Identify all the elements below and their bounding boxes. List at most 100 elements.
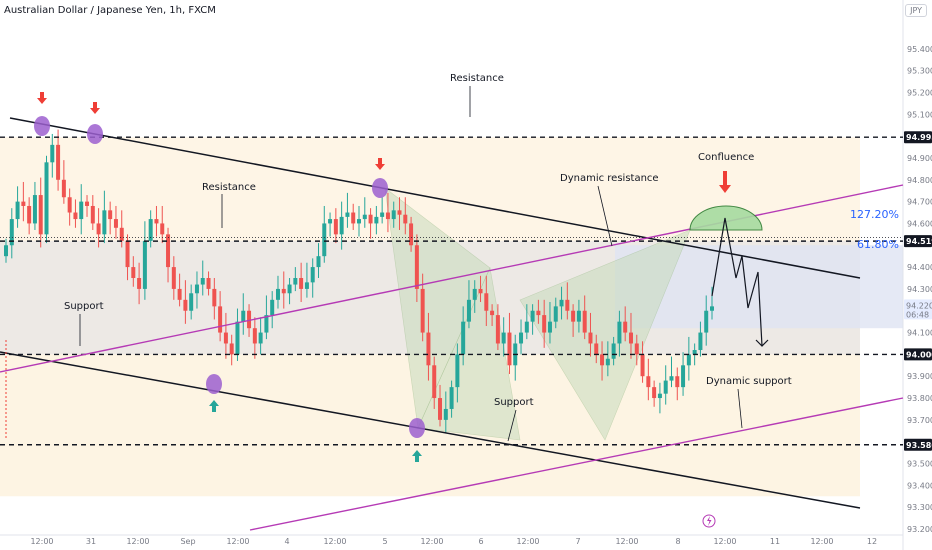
candle-body [507,332,512,366]
candle-body [258,332,263,344]
candle-body [501,332,506,344]
candle-body [495,315,500,344]
x-tick-label: 12:00 [30,537,53,546]
candle-body [137,278,142,289]
projection-arrowhead [755,339,769,347]
y-tick-label: 95.100 [907,110,932,119]
annotation-pointer [597,185,613,247]
candle-body [385,212,390,220]
projection-path [711,217,763,347]
candle-body [44,162,49,235]
candle-body [600,354,605,366]
candle-body [9,219,14,246]
annotation-label: Resistance [450,73,504,84]
candle-body [73,212,78,220]
candle-body [21,201,26,206]
lightning-icon[interactable] [702,514,716,528]
sell-arrow-icon [37,92,47,104]
x-tick-label: 12:00 [810,537,833,546]
candle-body [594,343,599,355]
annotation-pointer [737,388,743,429]
candle-body [304,282,309,289]
x-tick-label: 8 [675,537,680,546]
x-tick-label: 12 [867,537,877,546]
annotation-label: Support [64,301,104,312]
y-tick-label: 95.400 [907,45,932,54]
candle-body [218,306,223,333]
y-tick-label: 95.300 [907,67,932,76]
candle-body [212,288,217,307]
pivot-marker [34,116,50,136]
candle-body [374,216,379,224]
candle-body [247,310,252,329]
annotation-label: Dynamic resistance [560,173,659,184]
candle-body [565,299,570,311]
candle-body [605,358,610,366]
candle-body [704,310,709,333]
pivot-marker [87,124,103,144]
candle-body [275,288,280,300]
candle-body [663,380,668,394]
candle-body [576,310,581,322]
x-tick-label: 5 [382,537,387,546]
y-tick-label: 93.200 [907,525,932,534]
candle-body [397,210,402,215]
candle-body [264,315,269,333]
y-tick-label: 93.800 [907,394,932,403]
candle-body [108,210,113,220]
annotation-label: Support [494,397,534,408]
chart-title: Australian Dollar / Japanese Yen, 1h, FX… [4,5,216,16]
candle-body [351,212,356,224]
current-price-label: 94.220 [906,301,932,310]
y-tick-label: 93.700 [907,416,932,425]
x-tick-label: 12:00 [615,537,638,546]
candle-body [657,393,662,399]
candle-body [270,299,275,316]
x-tick-label: 12:00 [126,537,149,546]
y-tick-label: 94.600 [907,219,932,228]
x-tick-label: 12:00 [323,537,346,546]
channel-lower-line [0,351,861,509]
candle-body [669,376,674,381]
candle-body [142,240,147,289]
candle-body [50,144,55,163]
countdown-label: 06:48 [906,310,929,319]
candle-body [675,376,680,388]
price-tag-label: 94.995 [906,133,932,142]
current-price-tag [904,299,932,320]
candle-body [490,310,495,316]
x-tick-label: 6 [478,537,483,546]
y-tick-label: 93.500 [907,460,932,469]
x-tick-label: 12:00 [516,537,539,546]
y-tick-label: 94.400 [907,263,932,272]
y-tick-label: 95.200 [907,88,932,97]
candle-body [119,227,124,241]
candle-body [426,332,431,366]
candle-body [148,219,153,241]
y-tick-label: 94.700 [907,198,932,207]
price-tag [904,131,932,144]
candle-body [623,321,628,333]
candle-body [241,310,246,322]
confluence-zone [689,205,763,231]
price-tag-label: 94.519 [906,237,932,246]
candle-body [200,278,205,285]
candle-body [634,343,639,355]
candle-body [4,245,8,257]
y-tick-label: 94.100 [907,329,932,338]
candle-body [362,214,367,220]
candle-body [125,240,130,268]
currency-badge[interactable]: JPY [905,4,927,17]
price-tag-label: 93.586 [906,441,932,450]
annotation-label: Confluence [698,152,754,163]
candle-body [154,219,159,224]
buy-arrow-icon [209,400,219,412]
x-tick-label: 12:00 [226,537,249,546]
candle-body [484,293,489,311]
candle-body [85,201,90,206]
sell-arrow-icon [90,102,100,114]
candle-body [553,306,558,322]
candle-body [287,284,292,294]
fib-level-label: 61.80% [857,238,899,251]
